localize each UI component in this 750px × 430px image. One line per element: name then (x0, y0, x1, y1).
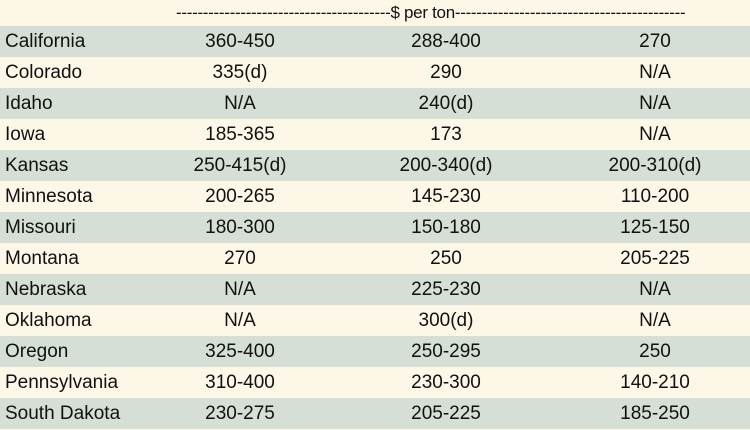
table-row: Kansas 250-415(d) 200-340(d) 200-310(d) (0, 150, 750, 181)
price-cell: N/A (639, 278, 671, 300)
price-cell: 230-275 (205, 402, 275, 424)
price-cell: 225-230 (411, 278, 481, 300)
price-cell: 325-400 (205, 340, 275, 362)
state-name: Pennsylvania (5, 371, 119, 393)
table-row: Iowa 185-365 173 N/A (0, 119, 750, 150)
state-name: Iowa (5, 123, 46, 145)
price-cell: 335(d) (212, 61, 268, 83)
price-cell: N/A (224, 309, 256, 331)
price-cell: 310-400 (205, 371, 275, 393)
table-row: Minnesota 200-265 145-230 110-200 (0, 181, 750, 212)
price-cell: 205-225 (411, 402, 481, 424)
table-header: ----------------------------------------… (0, 0, 750, 26)
table-row: South Dakota 230-275 205-225 185-250 (0, 398, 750, 429)
table-row: Colorado 335(d) 290 N/A (0, 57, 750, 88)
table-row: Montana 270 250 205-225 (0, 243, 750, 274)
table-row: Missouri 180-300 150-180 125-150 (0, 212, 750, 243)
price-cell: 250-415(d) (193, 154, 287, 176)
table-row: California 360-450 288-400 270 (0, 26, 750, 57)
state-name: Missouri (5, 216, 76, 238)
state-name: Oregon (5, 340, 69, 362)
table-row: Oregon 325-400 250-295 250 (0, 336, 750, 367)
price-cell: 250 (639, 340, 671, 362)
price-cell: 288-400 (411, 30, 481, 52)
table-row: Idaho N/A 240(d) N/A (0, 88, 750, 119)
price-cell: 300(d) (418, 309, 474, 331)
price-cell: 140-210 (620, 371, 690, 393)
price-cell: 250-295 (411, 340, 481, 362)
unit-label: ----------------------------------------… (176, 3, 686, 22)
state-name: Minnesota (5, 185, 93, 207)
price-cell: 145-230 (411, 185, 481, 207)
price-cell: 200-265 (205, 185, 275, 207)
price-cell: N/A (639, 92, 671, 114)
price-cell: 150-180 (411, 216, 481, 238)
price-cell: 270 (639, 30, 671, 52)
price-cell: 290 (430, 61, 462, 83)
price-cell: N/A (639, 123, 671, 145)
table-row: Pennsylvania 310-400 230-300 140-210 (0, 367, 750, 398)
state-name: Kansas (5, 154, 69, 176)
state-name: Montana (5, 247, 79, 269)
price-cell: 360-450 (205, 30, 275, 52)
price-cell: 270 (224, 247, 256, 269)
price-cell: 180-300 (205, 216, 275, 238)
price-cell: 110-200 (620, 185, 690, 207)
price-cell: N/A (639, 61, 671, 83)
price-cell: 200-340(d) (399, 154, 493, 176)
price-cell: 125-150 (620, 216, 690, 238)
price-cell: N/A (639, 309, 671, 331)
price-cell: 185-250 (620, 402, 690, 424)
price-cell: 230-300 (411, 371, 481, 393)
price-cell: N/A (224, 92, 256, 114)
state-name: Idaho (5, 92, 53, 114)
state-name: South Dakota (5, 402, 121, 424)
state-name: California (5, 30, 86, 52)
price-cell: N/A (224, 278, 256, 300)
table-row: Oklahoma N/A 300(d) N/A (0, 305, 750, 336)
price-cell: 185-365 (205, 123, 275, 145)
state-name: Colorado (5, 61, 83, 83)
price-cell: 240(d) (418, 92, 474, 114)
price-cell: 200-310(d) (608, 154, 702, 176)
price-cell: 250 (430, 247, 462, 269)
price-cell: 173 (430, 123, 462, 145)
state-name: Nebraska (5, 278, 87, 300)
state-name: Oklahoma (5, 309, 92, 331)
table-row: Nebraska N/A 225-230 N/A (0, 274, 750, 305)
price-cell: 205-225 (620, 247, 690, 269)
